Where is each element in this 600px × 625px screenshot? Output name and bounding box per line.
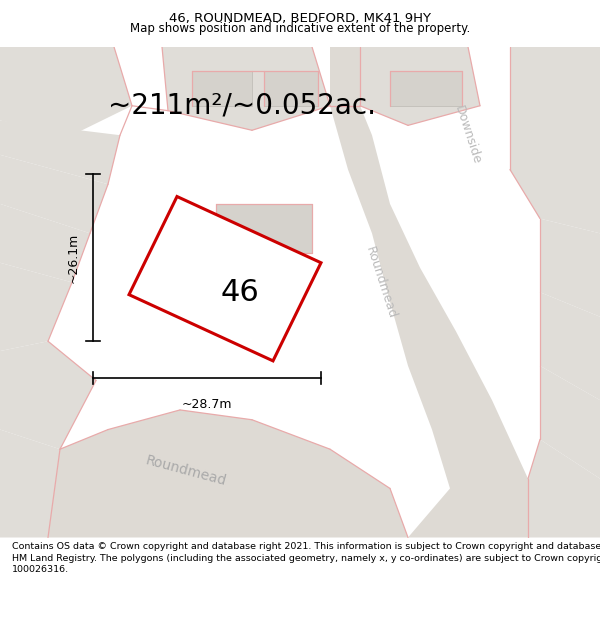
Text: 46, ROUNDMEAD, BEDFORD, MK41 9HY: 46, ROUNDMEAD, BEDFORD, MK41 9HY (169, 12, 431, 25)
Polygon shape (0, 429, 60, 538)
Text: Map shows position and indicative extent of the property.: Map shows position and indicative extent… (130, 22, 470, 35)
Text: ~26.1m: ~26.1m (67, 232, 80, 283)
Polygon shape (360, 47, 480, 126)
Polygon shape (216, 204, 312, 253)
Polygon shape (540, 366, 600, 479)
Polygon shape (162, 47, 330, 130)
Text: Roundmead: Roundmead (144, 454, 228, 489)
Polygon shape (48, 410, 408, 538)
Polygon shape (0, 262, 72, 351)
Polygon shape (0, 204, 90, 282)
Polygon shape (390, 71, 462, 106)
Text: ~211m²/~0.052ac.: ~211m²/~0.052ac. (108, 92, 376, 120)
Polygon shape (540, 219, 600, 317)
Polygon shape (510, 47, 600, 233)
Polygon shape (528, 439, 600, 538)
Polygon shape (0, 155, 108, 233)
Polygon shape (330, 47, 528, 538)
Polygon shape (129, 196, 321, 361)
Polygon shape (192, 71, 252, 106)
Text: 46: 46 (221, 278, 259, 307)
Polygon shape (264, 71, 318, 106)
Text: Contains OS data © Crown copyright and database right 2021. This information is : Contains OS data © Crown copyright and d… (12, 542, 600, 574)
Text: Downside: Downside (452, 104, 484, 166)
Polygon shape (540, 292, 600, 400)
Polygon shape (0, 47, 132, 135)
Text: ~28.7m: ~28.7m (182, 398, 232, 411)
Polygon shape (0, 341, 96, 449)
Polygon shape (0, 121, 120, 184)
Text: Roundmead: Roundmead (363, 244, 399, 320)
